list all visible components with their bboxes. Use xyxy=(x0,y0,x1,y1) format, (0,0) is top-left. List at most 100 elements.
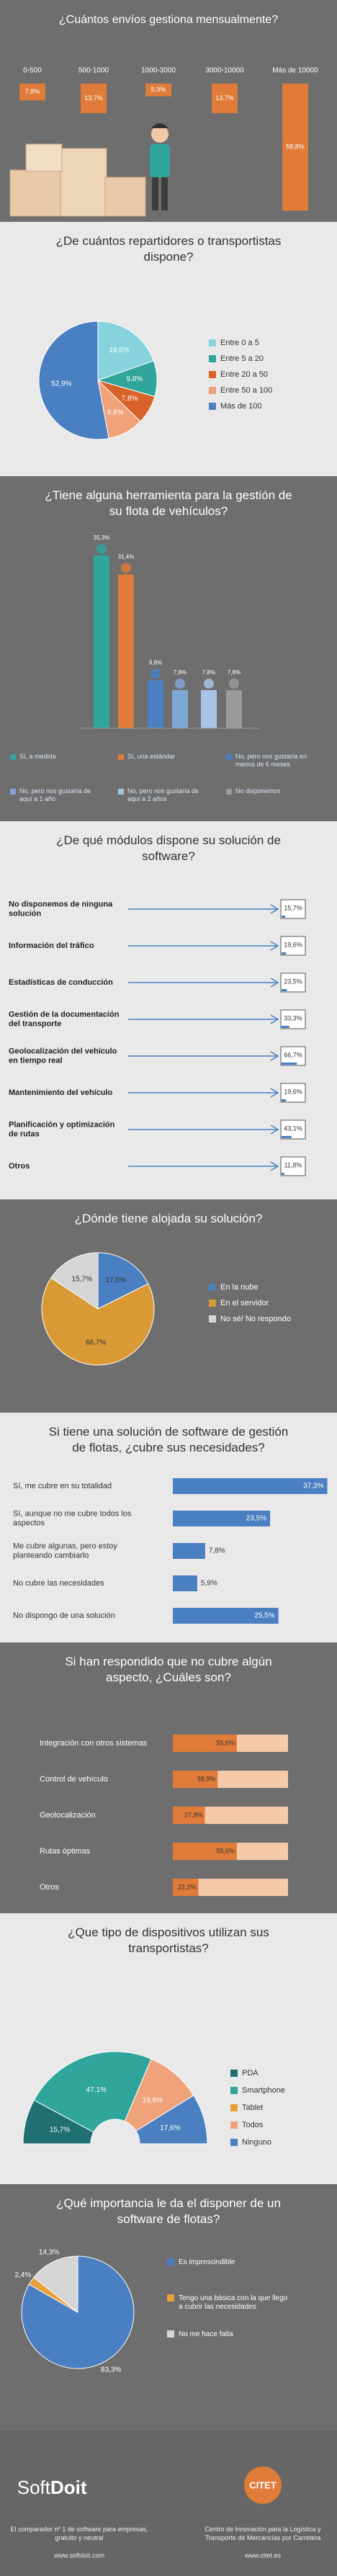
pie-slice xyxy=(50,1252,99,1310)
text-line: No disponemos xyxy=(235,787,281,795)
arrow-head xyxy=(270,941,279,951)
category-label: 1000-3000 xyxy=(141,67,176,75)
pie-slice xyxy=(38,321,109,440)
legend-label: Smartphone xyxy=(242,2086,285,2095)
bar xyxy=(173,1843,237,1860)
arrow-head xyxy=(270,1051,279,1061)
text-line: transportistas? xyxy=(128,1941,209,1955)
slice-label: 19,6% xyxy=(143,2096,163,2104)
box xyxy=(9,169,63,217)
text-line: Si tiene una solución de software de ges… xyxy=(49,1425,289,1439)
text-line: ¿Tiene alguna herramienta para la gestió… xyxy=(45,488,292,502)
value-bar xyxy=(282,1026,289,1028)
legend-label: No sé/ No respondo xyxy=(220,1315,291,1323)
value-box xyxy=(280,1119,306,1140)
section-title: ¿De qué módulos dispone su solución de so… xyxy=(56,833,281,863)
slice-label: 15,7% xyxy=(50,2126,70,2134)
slice-label: 7,8% xyxy=(122,395,138,403)
row-label: Sí, aunque no me cubre todos los aspectos xyxy=(13,1509,132,1527)
legend-label: No, pero nos gustaría de aquí a 2 años xyxy=(127,787,199,802)
legend-swatch xyxy=(230,2121,238,2129)
legend-swatch xyxy=(118,789,124,795)
text-line: Geolocalización del vehículo xyxy=(9,1047,117,1055)
row-label: Sí, me cubre en su totalidad xyxy=(13,1482,112,1490)
figure-head xyxy=(175,678,185,689)
text-line: ¿Dónde tiene alojada su solución? xyxy=(75,1212,263,1225)
bar xyxy=(145,84,171,97)
value-label: 31,4% xyxy=(118,554,135,560)
section-title: Si han respondido que no cubre algún aspe… xyxy=(65,1655,271,1684)
legend-label: Es imprescindible xyxy=(179,2258,235,2266)
bar xyxy=(173,1478,328,1494)
text-line: Transporte de Mercancías por Carretera xyxy=(205,2534,321,2541)
legend-swatch xyxy=(209,371,216,378)
legend-label: Tengo una básica con la que llego a cubri… xyxy=(179,2294,288,2311)
legend-swatch xyxy=(209,1284,216,1291)
value-box xyxy=(280,1083,306,1103)
text-line: software? xyxy=(142,849,195,863)
module-label: Geolocalización del vehículo en tiempo re… xyxy=(9,1047,117,1065)
section-background xyxy=(0,1413,337,1642)
box xyxy=(60,148,107,217)
text-line: No, pero nos gustaría en xyxy=(235,753,307,760)
row-label: Integración con otros sistemas xyxy=(40,1739,148,1748)
pie-slice xyxy=(97,1252,149,1310)
arrow-head xyxy=(270,1014,279,1024)
text-line: Gestión de la documentación xyxy=(9,1010,120,1019)
text-line: No, pero nos gustaría de xyxy=(19,787,91,795)
person-leg xyxy=(152,177,158,210)
legend-label: Entre 0 a 5 xyxy=(220,339,259,347)
bar xyxy=(173,1807,205,1824)
slice-label: 83,3% xyxy=(101,2366,121,2374)
row-label: Otros xyxy=(40,1883,59,1892)
text-line: aquí a 1 año xyxy=(19,795,55,802)
text-line: Si han respondido que no cubre algún xyxy=(65,1655,271,1668)
slice-label: 17,6% xyxy=(160,2124,180,2132)
text-line: aspecto, ¿Cuáles son? xyxy=(106,1671,231,1684)
text-line: dispone? xyxy=(143,250,193,264)
person-hair xyxy=(151,123,168,128)
text-line: Sí, me cubre en su totalidad xyxy=(13,1482,112,1490)
slice-label: 15,7% xyxy=(72,1275,92,1283)
category-label: 500-1000 xyxy=(78,67,109,75)
row-label: Control de vehículo xyxy=(40,1775,108,1784)
logo: Doit xyxy=(50,2477,87,2498)
text-line: a cubrir las necesidades xyxy=(179,2303,256,2311)
bar xyxy=(282,84,308,211)
value-label: 66,7% xyxy=(284,1051,302,1058)
legend-label: Entre 20 a 50 xyxy=(220,370,268,379)
row-label: Me cubre algunas, pero estoy planteando c… xyxy=(13,1542,117,1560)
bar xyxy=(173,1543,205,1559)
value-label: 11,8% xyxy=(284,1161,302,1168)
value-label: 13,7% xyxy=(215,94,234,102)
bar xyxy=(148,680,163,728)
legend-label: Sí, una estándar xyxy=(127,753,175,760)
value-label: 23,5% xyxy=(284,978,302,985)
section-background xyxy=(0,476,337,821)
footer-background xyxy=(0,2430,337,2576)
legend-label: Entre 5 a 20 xyxy=(220,354,264,363)
row-label: No dispongo de una solución xyxy=(13,1611,115,1620)
value-bar xyxy=(282,952,287,954)
row-label: Geolocalización xyxy=(40,1811,96,1820)
text-line: Sí, a medida xyxy=(19,753,56,760)
value-bar xyxy=(282,916,286,918)
bar xyxy=(172,689,188,728)
value-label: 19,6% xyxy=(284,1088,302,1095)
value-label: 5,9% xyxy=(201,1580,217,1588)
text-line: Sí, una estándar xyxy=(127,753,175,760)
figure-head xyxy=(204,678,214,689)
text-line: software de flotas? xyxy=(117,2212,220,2226)
value-bar xyxy=(282,989,287,991)
legend-swatch xyxy=(209,1300,216,1307)
legend-swatch xyxy=(209,355,216,362)
legend-label: PDA xyxy=(242,2069,259,2078)
legend-swatch xyxy=(167,2330,174,2338)
person-head xyxy=(151,125,168,143)
text-line: menos de 6 meses xyxy=(235,761,291,768)
legend-swatch xyxy=(209,387,216,394)
figure-head xyxy=(229,678,239,689)
legend-swatch xyxy=(118,754,124,760)
text-line: en tiempo real xyxy=(9,1056,63,1065)
legend-label: En el servidor xyxy=(220,1299,269,1307)
